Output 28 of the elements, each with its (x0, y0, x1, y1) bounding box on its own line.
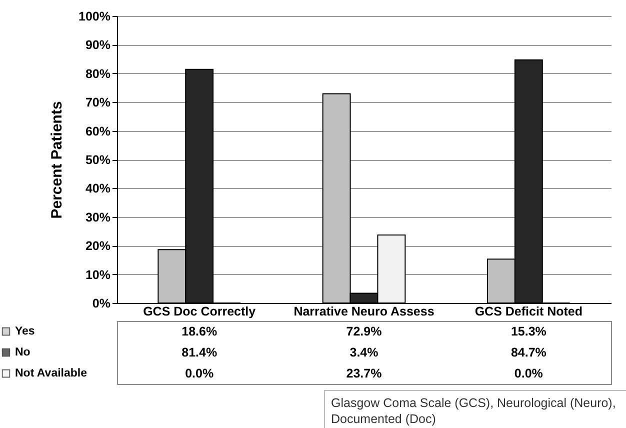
legend-label: No (15, 346, 30, 358)
x-tick-label: GCS Doc Correctly (143, 304, 256, 318)
y-tick-label: 90% (85, 38, 110, 52)
data-label: 0.0% (185, 366, 214, 380)
data-label: 18.6% (182, 324, 218, 338)
data-label: 3.4% (350, 346, 378, 360)
y-tick-label: 30% (85, 210, 110, 224)
text: Glasgow Coma Scale (GCS), Neurological (Neuro), Documented (Doc) (324, 390, 626, 428)
y-tick-label: 20% (85, 239, 110, 254)
data-label: 15.3% (510, 324, 546, 338)
legend-label: Not Available (15, 368, 87, 380)
data-label: 81.4% (182, 346, 218, 360)
data-label: 72.9% (346, 324, 382, 338)
legend-label: Yes (15, 326, 35, 338)
y-tick-label: 10% (85, 268, 110, 282)
y-tick-label: 70% (85, 96, 110, 110)
x-tick-label: GCS Deficit Noted (474, 304, 582, 318)
y-tick-label: 60% (85, 124, 110, 138)
y-tick-label: 40% (85, 182, 110, 196)
y-tick-label: 0% (92, 296, 110, 310)
y-tick-label: 100% (78, 10, 110, 24)
y-tick-label: 80% (85, 66, 110, 81)
data-label: 0.0% (514, 366, 543, 380)
data-label: 84.7% (510, 346, 546, 360)
y-tick-label: 50% (85, 153, 110, 167)
data-label: 23.7% (346, 366, 382, 380)
x-tick-label: Narrative Neuro Assess (294, 304, 434, 318)
y-axis-title: Percent Patients (48, 101, 66, 219)
